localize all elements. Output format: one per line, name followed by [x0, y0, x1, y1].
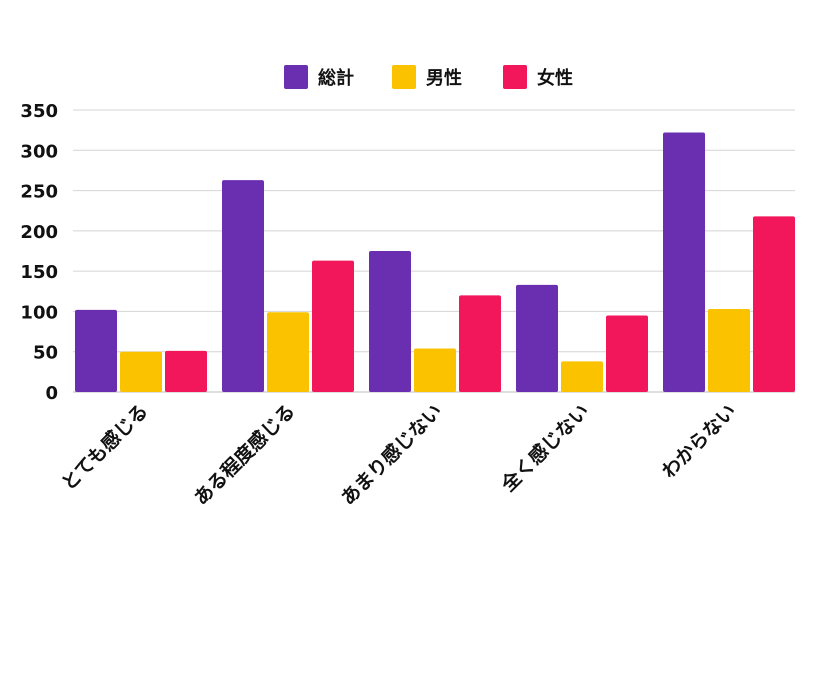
- legend-label: 総計: [318, 67, 354, 89]
- bar-female: [753, 216, 795, 392]
- bar-male: [267, 312, 309, 392]
- category-label: ある程度感じる: [189, 399, 299, 509]
- y-tick-label: 0: [45, 383, 58, 404]
- bar-male: [120, 351, 162, 392]
- bar-male: [561, 361, 603, 392]
- y-tick-label: 250: [20, 182, 58, 203]
- x-axis-labels: とても感じる ある程度感じる あまり感じない 全く感じない わからない: [57, 399, 741, 509]
- category-label: わからない: [658, 400, 741, 483]
- bar-female: [312, 260, 354, 392]
- bar-total: [369, 251, 411, 392]
- y-tick-label: 200: [20, 222, 58, 243]
- y-axis-ticks: 0 50 100 150 200 250 300 350: [20, 101, 58, 404]
- legend-swatch: [503, 65, 527, 89]
- bar-total: [516, 284, 558, 392]
- bar-total: [75, 309, 117, 392]
- bar-female: [606, 315, 648, 392]
- category-label: とても感じる: [57, 399, 153, 495]
- y-tick-label: 50: [33, 343, 58, 364]
- legend-swatch: [284, 65, 308, 89]
- bars: [75, 132, 795, 392]
- legend-swatch: [392, 65, 416, 89]
- bar-total: [222, 180, 264, 392]
- bar-female: [165, 350, 207, 392]
- y-tick-label: 150: [20, 262, 58, 283]
- bar-male: [708, 309, 750, 392]
- bar-male: [414, 348, 456, 392]
- y-tick-label: 100: [20, 302, 58, 323]
- y-tick-label: 300: [20, 141, 58, 162]
- legend-label: 男性: [426, 67, 462, 89]
- y-tick-label: 350: [20, 101, 58, 122]
- bar-female: [459, 295, 501, 392]
- category-label: あまり感じない: [336, 399, 446, 509]
- legend: 総計 男性 女性: [284, 65, 573, 89]
- legend-label: 女性: [537, 67, 573, 89]
- category-label: 全く感じない: [496, 399, 594, 497]
- bar-total: [663, 132, 705, 392]
